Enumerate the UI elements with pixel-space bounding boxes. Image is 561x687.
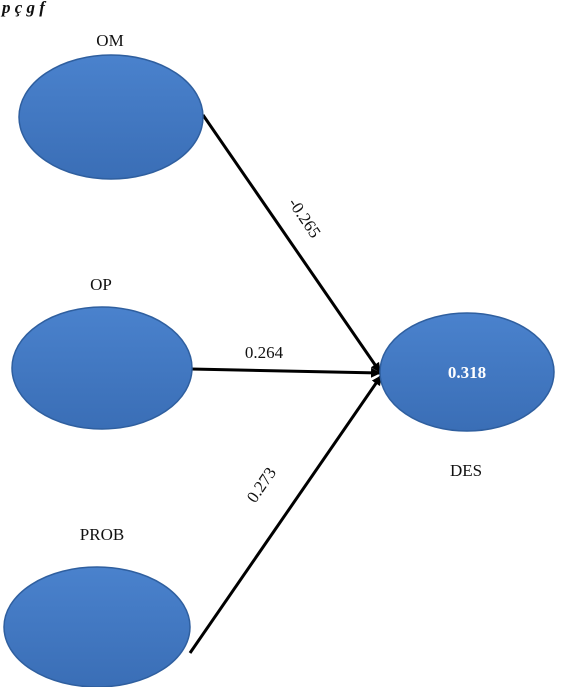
construct-des-node: [379, 312, 555, 432]
path-coefficient-om-des: -0.265: [284, 194, 324, 241]
path-coefficient-prob-des: 0.273: [243, 464, 280, 506]
construct-prob: PROB: [3, 525, 191, 687]
construct-om: OM: [18, 31, 204, 180]
path-coefficient-op-des: 0.264: [245, 343, 284, 362]
construct-om-node: [18, 54, 204, 180]
path-arrow-om-des: [201, 114, 382, 373]
construct-op: OP: [11, 275, 193, 430]
figure-caption: p ç g f: [0, 0, 47, 17]
path-arrow-prob-des: [188, 375, 383, 654]
construct-des-r-squared: 0.318: [448, 363, 486, 382]
construct-des: 0.318 DES: [379, 312, 555, 480]
construct-op-node: [11, 306, 193, 430]
path-arrow-op-des: [190, 367, 381, 378]
construct-op-label: OP: [90, 275, 112, 294]
construct-prob-node: [3, 566, 191, 687]
construct-prob-label: PROB: [80, 525, 124, 544]
construct-des-label: DES: [450, 461, 482, 480]
construct-om-label: OM: [96, 31, 123, 50]
